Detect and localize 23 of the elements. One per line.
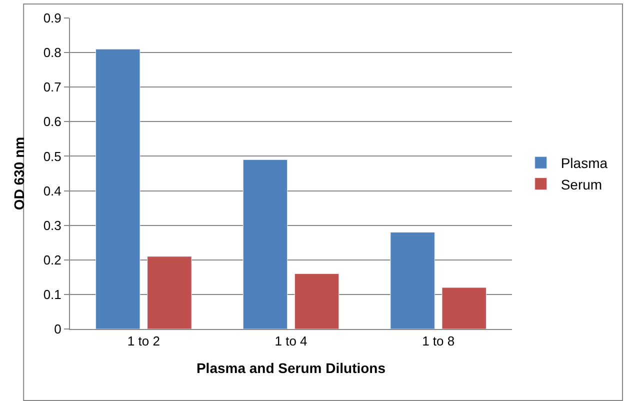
bar [294,273,340,329]
y-tick-label: 0.2 [43,252,62,268]
x-tick-label: 1 to 2 [127,334,160,349]
bar [147,256,192,329]
legend-label: Serum [560,176,602,192]
bar [442,287,486,329]
y-tick-label: 0.7 [43,80,62,95]
y-tick-label: 0.3 [43,218,62,233]
y-tick-label: 0.8 [43,45,62,60]
bar [96,48,140,329]
y-tick-label: 0.4 [43,183,62,198]
y-tick-label: 0.9 [43,10,62,26]
y-tick-label: 0.6 [43,114,62,130]
y-tick-label: 0.5 [43,148,62,164]
legend-label: Plasma [560,155,608,172]
x-tick-label: 1 to 8 [422,334,455,349]
y-tick-label: 0.1 [43,286,62,302]
y-axis-title: OD 630 nm [10,136,27,210]
x-tick-label: 1 to 4 [274,334,308,349]
x-axis-title: Plasma and Serum Dilutions [196,360,386,376]
bar [390,232,435,329]
y-tick-label: 0 [54,322,62,337]
bar [242,159,288,329]
